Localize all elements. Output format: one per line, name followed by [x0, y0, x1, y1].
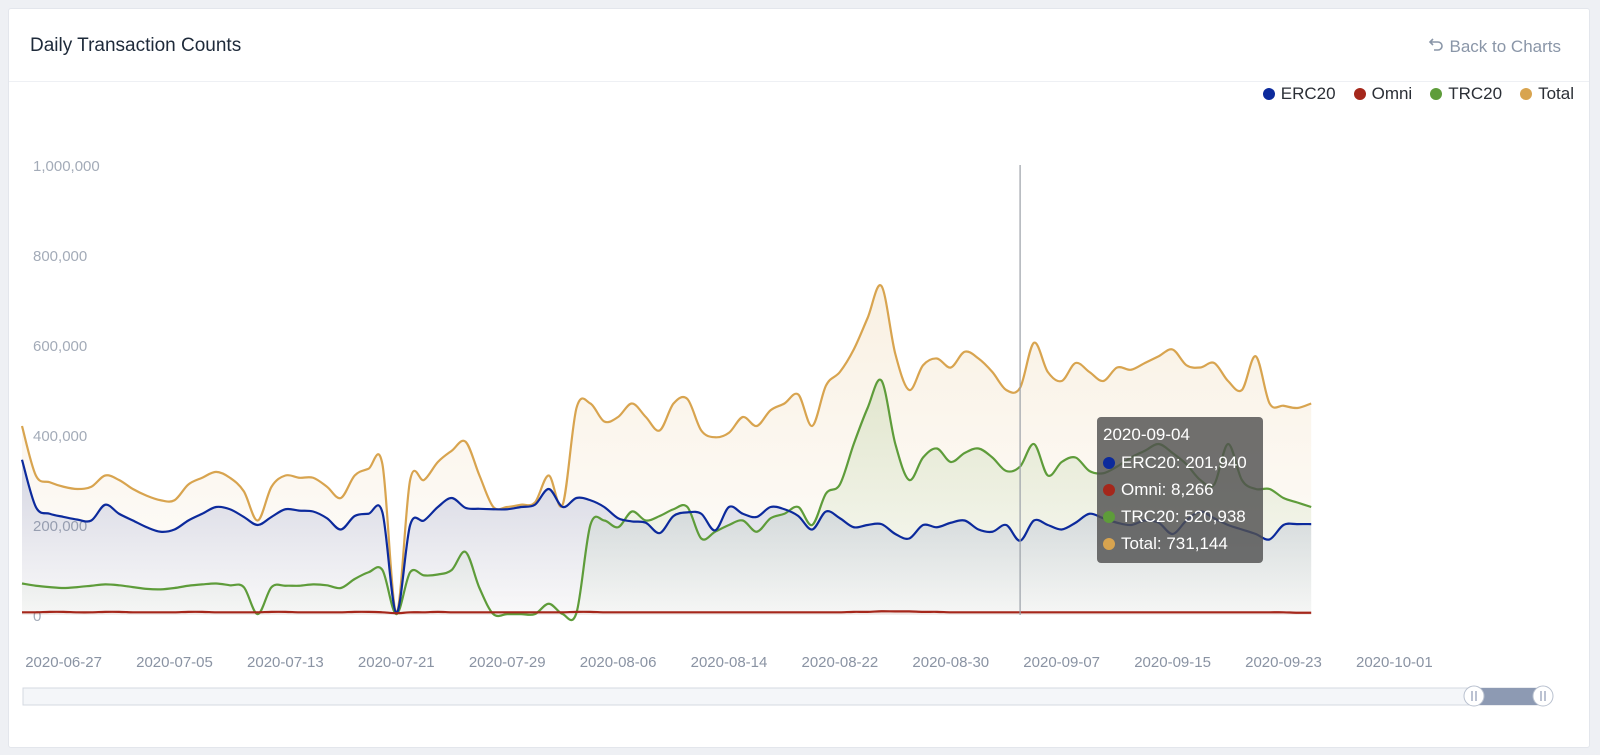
chart-card: Daily Transaction Counts Back to Charts	[8, 8, 1590, 748]
x-tick-label: 2020-09-07	[1023, 654, 1100, 671]
tooltip: 2020-09-04 ERC20: 201,940 Omni: 8,266 TR…	[1097, 417, 1263, 563]
x-tick-label: 2020-07-29	[469, 654, 546, 671]
legend-dot-total	[1520, 88, 1533, 100]
tooltip-text-omni: Omni: 8,266	[1121, 479, 1214, 499]
legend-dot-trc20	[1430, 88, 1443, 100]
x-tick-label: 2020-09-23	[1245, 654, 1322, 671]
undo-arrow-icon	[1428, 36, 1444, 57]
line-total	[20, 284, 1312, 614]
x-tick-label: 2020-08-22	[802, 654, 879, 671]
tooltip-dot-trc20	[1103, 510, 1115, 523]
legend-item-total[interactable]: Total	[1520, 84, 1574, 104]
back-label: Back to Charts	[1449, 36, 1562, 56]
tooltip-dot-omni	[1103, 483, 1115, 496]
y-tick-label: 0	[33, 608, 41, 625]
tooltip-row-erc20: ERC20: 201,940	[1103, 449, 1257, 476]
y-tick-label: 800,000	[33, 248, 87, 265]
x-tick-label: 2020-09-15	[1134, 654, 1211, 671]
card-header: Daily Transaction Counts Back to Charts	[9, 9, 1589, 82]
zoom-selection[interactable]	[1474, 688, 1543, 705]
x-tick-label: 2020-08-06	[580, 654, 657, 671]
legend-item-omni[interactable]: Omni	[1353, 84, 1413, 104]
x-tick-label: 2020-07-21	[358, 654, 435, 671]
tooltip-text-erc20: ERC20: 201,940	[1121, 452, 1247, 472]
page-title: Daily Transaction Counts	[30, 35, 242, 56]
x-tick-label: 2020-07-05	[136, 654, 213, 671]
x-tick-label: 2020-10-01	[1356, 654, 1433, 671]
tooltip-text-total: Total: 731,144	[1121, 533, 1228, 553]
x-tick-label: 2020-07-13	[247, 654, 324, 671]
legend: ERC20 Omni TRC20 Total	[1262, 84, 1574, 104]
zoom-handle-right[interactable]	[1532, 685, 1554, 707]
tooltip-dot-erc20	[1103, 456, 1115, 469]
line-erc20	[20, 459, 1312, 614]
legend-label-erc20: ERC20	[1280, 84, 1336, 103]
legend-dot-omni	[1353, 88, 1366, 100]
legend-label-trc20: TRC20	[1448, 84, 1503, 103]
legend-item-erc20[interactable]: ERC20	[1262, 84, 1336, 104]
legend-label-total: Total	[1538, 84, 1574, 103]
tooltip-dot-total	[1103, 537, 1115, 550]
tooltip-row-trc20: TRC20: 520,938	[1103, 503, 1257, 530]
line-omni	[21, 610, 1312, 615]
tooltip-text-trc20: TRC20: 520,938	[1121, 506, 1246, 526]
zoom-handle-left[interactable]	[1463, 685, 1485, 707]
area-erc20	[22, 459, 1312, 615]
legend-item-trc20[interactable]: TRC20	[1430, 84, 1502, 104]
legend-dot-erc20	[1262, 88, 1275, 100]
tooltip-row-total: Total: 731,144	[1103, 530, 1257, 557]
tooltip-date: 2020-09-04	[1103, 425, 1190, 444]
zoom-track	[22, 687, 1544, 706]
back-to-charts-link[interactable]: Back to Charts	[1428, 36, 1562, 57]
x-tick-label: 2020-08-30	[912, 654, 989, 671]
y-tick-label: 1,000,000	[33, 158, 100, 175]
tooltip-row-omni: Omni: 8,266	[1103, 476, 1257, 503]
line-trc20	[21, 378, 1312, 622]
legend-label-omni: Omni	[1371, 84, 1413, 103]
y-tick-label: 400,000	[33, 428, 87, 445]
x-tick-label: 2020-08-14	[691, 654, 768, 671]
y-tick-label: 600,000	[33, 338, 87, 355]
x-tick-label: 2020-06-27	[25, 654, 102, 671]
